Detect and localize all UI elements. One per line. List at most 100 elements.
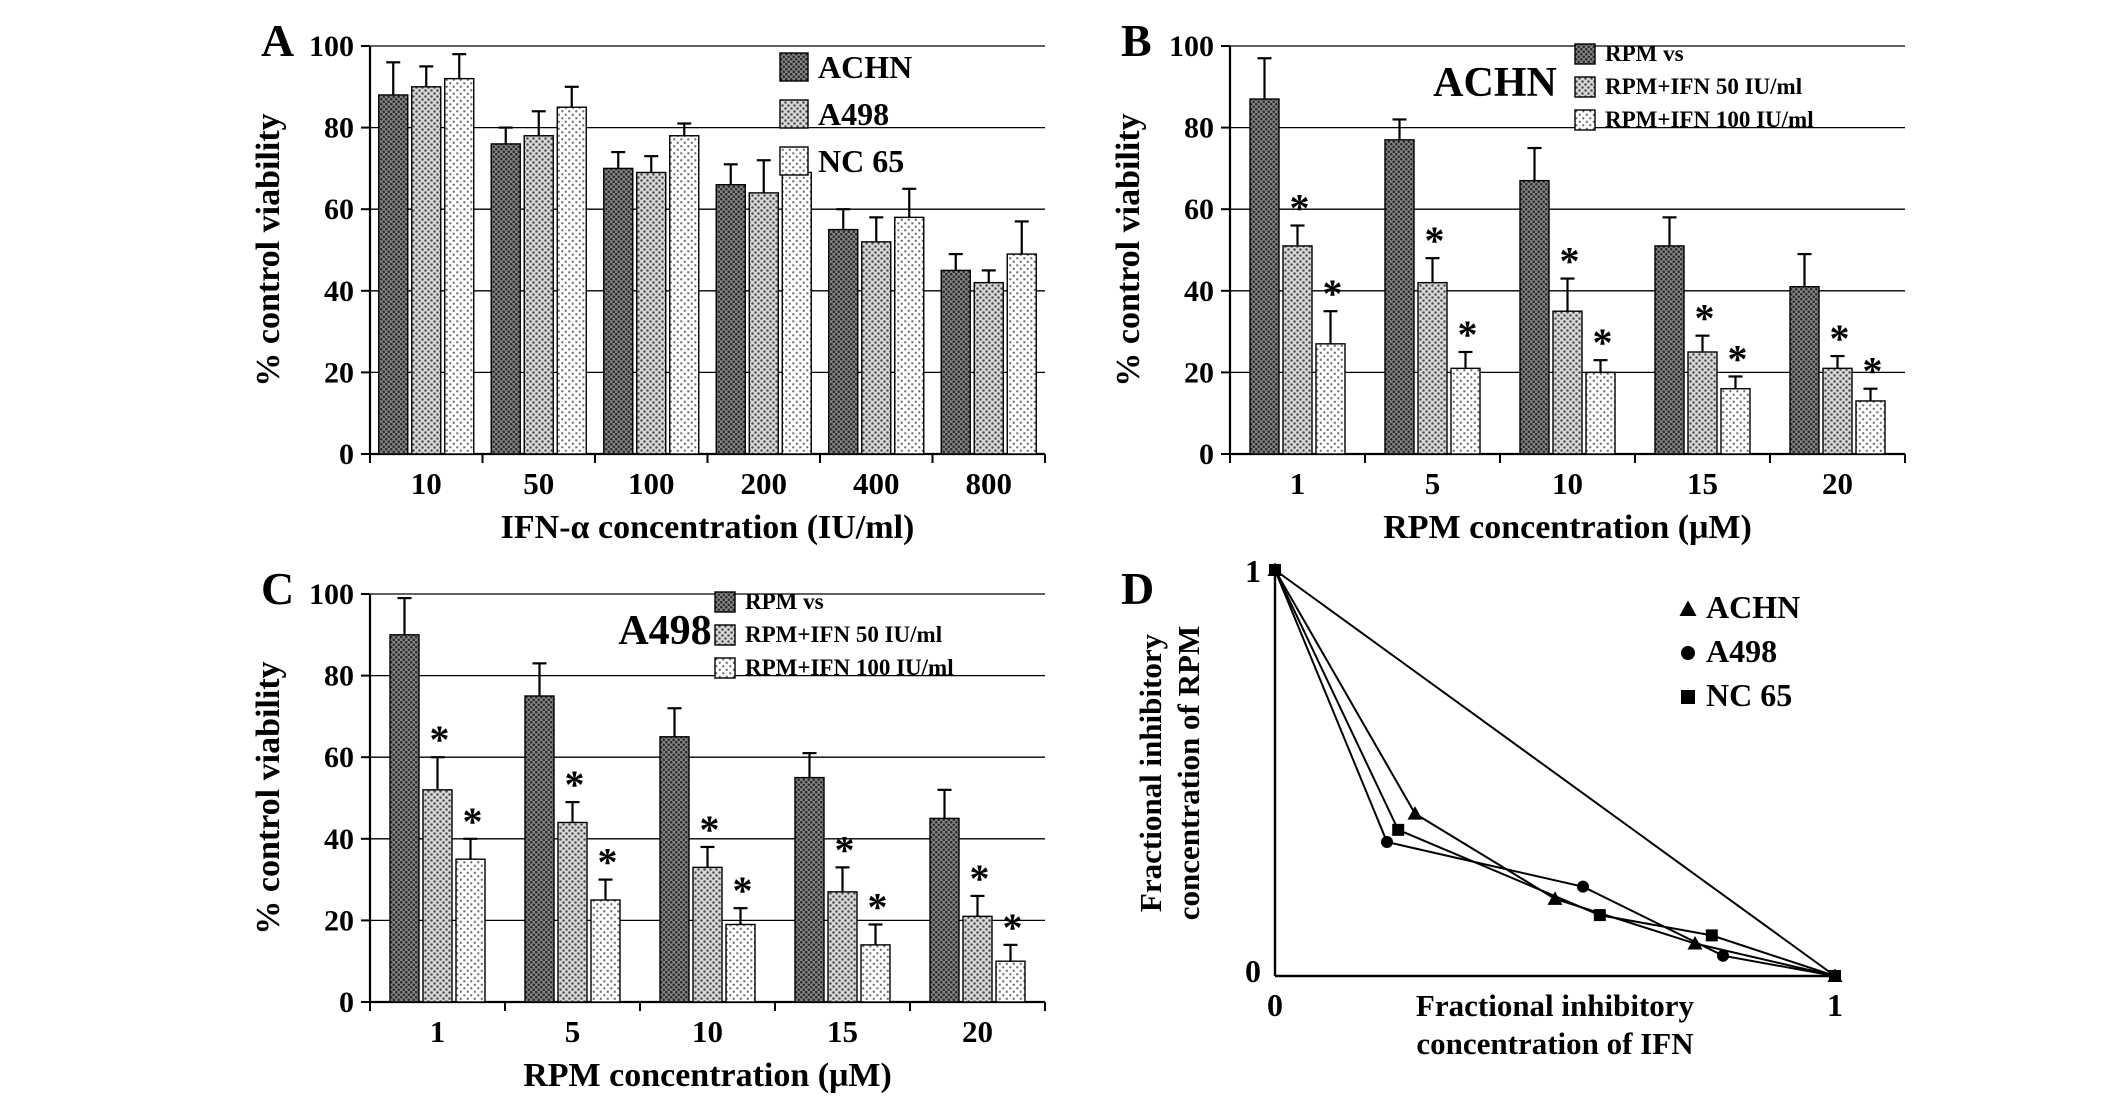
bar <box>973 281 1004 455</box>
marker-square <box>1269 564 1281 576</box>
bar <box>828 228 859 455</box>
significance-star: * <box>835 827 855 872</box>
significance-star: * <box>430 717 450 762</box>
y-tick-label: 100 <box>1169 30 1214 63</box>
bar <box>861 241 892 455</box>
marker-square <box>1681 690 1695 704</box>
bar <box>1552 310 1583 455</box>
legend-label: A498 <box>818 96 889 132</box>
x-axis-title: concentration of IFN <box>1416 1026 1693 1061</box>
panel-B: B 0 20 40 60 80 100 1 5 10 15 20 RPM concentration … <box>1095 8 1925 560</box>
y-tick-label: 80 <box>324 660 354 693</box>
y-tick-label: 1 <box>1245 556 1261 589</box>
y-tick-label: 40 <box>1184 275 1214 308</box>
significance-star: * <box>598 840 618 885</box>
x-category-label: 50 <box>523 466 554 501</box>
legend-label: RPM+IFN 50 IU/ml <box>1605 74 1802 99</box>
bar <box>490 143 521 455</box>
bar <box>556 106 587 455</box>
x-category-label: 800 <box>966 466 1013 501</box>
bar <box>1249 98 1280 455</box>
x-tick-label: 0 <box>1267 987 1283 1023</box>
legend-swatch <box>779 99 809 129</box>
panel-letter-A: A <box>261 15 295 66</box>
x-category-label: 20 <box>1822 466 1853 501</box>
y-tick-label: 60 <box>324 741 354 774</box>
bar <box>444 77 475 455</box>
bar <box>1720 388 1751 455</box>
bar <box>669 135 700 455</box>
y-tick-label: 40 <box>324 823 354 856</box>
bar <box>1585 371 1616 455</box>
y-axis-title: % control viability <box>1110 113 1147 386</box>
y-tick-label: 40 <box>324 275 354 308</box>
bar <box>794 776 825 1003</box>
legend-label: ACHN <box>1706 589 1800 625</box>
bar <box>1315 343 1346 455</box>
y-tick-label: 60 <box>324 193 354 226</box>
bar <box>1282 245 1313 455</box>
legend-label: RPM+IFN 100 IU/ml <box>1605 107 1814 132</box>
significance-star: * <box>868 884 888 929</box>
y-tick-label: 80 <box>1184 112 1214 145</box>
bar <box>523 135 554 455</box>
bar <box>378 94 409 455</box>
x-axis-title: RPM concentration (μM) <box>1383 509 1752 546</box>
chart-title: ACHN <box>1433 60 1557 106</box>
significance-star: * <box>1323 271 1343 316</box>
legend-swatch <box>1574 43 1596 65</box>
bar <box>636 171 667 455</box>
bar <box>827 891 858 1003</box>
legend-swatch <box>1574 109 1596 131</box>
y-tick-label: 0 <box>1245 953 1261 989</box>
panel-letter-D: D <box>1121 563 1155 614</box>
bar <box>603 167 634 455</box>
bar <box>1855 400 1886 455</box>
y-tick-label: 60 <box>1184 193 1214 226</box>
y-axis-title: % control viability <box>250 661 287 934</box>
bar <box>1450 367 1481 455</box>
chart-title: A498 <box>618 608 711 654</box>
significance-star: * <box>1290 186 1310 231</box>
legend-label: A498 <box>1706 633 1777 669</box>
bar <box>995 960 1026 1003</box>
significance-star: * <box>1458 312 1478 357</box>
x-category-label: 20 <box>962 1014 993 1049</box>
y-axis-title: concentration of RPM <box>1171 626 1206 920</box>
significance-star: * <box>1695 296 1715 341</box>
significance-star: * <box>1425 218 1445 263</box>
bar <box>781 171 812 455</box>
bar <box>692 866 723 1003</box>
legend-swatch <box>714 591 736 613</box>
y-tick-label: 100 <box>309 30 354 63</box>
significance-star: * <box>1830 316 1850 361</box>
bar <box>524 695 555 1003</box>
y-axis-title: Fractional inhibitory <box>1133 633 1168 912</box>
marker-triangle <box>1547 891 1563 905</box>
x-category-label: 15 <box>1687 466 1718 501</box>
significance-star: * <box>733 868 753 913</box>
legend-swatch <box>779 52 809 82</box>
x-category-label: 10 <box>411 466 442 501</box>
x-category-label: 10 <box>692 1014 723 1049</box>
bar <box>389 634 420 1003</box>
bar <box>1519 179 1550 455</box>
marker-square <box>1705 929 1718 942</box>
legend-label: RPM vs <box>1605 41 1684 66</box>
bar <box>1006 253 1037 455</box>
bar <box>411 86 442 455</box>
x-axis-title: IFN-α concentration (IU/ml) <box>501 509 915 546</box>
x-tick-label: 1 <box>1827 987 1843 1023</box>
marker-circle <box>1681 646 1695 660</box>
marker-square <box>1392 823 1405 836</box>
bar <box>455 858 486 1003</box>
marker-circle <box>1717 949 1729 962</box>
marker-triangle <box>1407 806 1423 820</box>
significance-star: * <box>970 856 990 901</box>
legend-label: ACHN <box>818 49 912 85</box>
panel-C: C 0 20 40 60 80 100 1 5 10 15 20 RPM concentration … <box>235 556 1065 1104</box>
panel-letter-B: B <box>1121 15 1152 66</box>
